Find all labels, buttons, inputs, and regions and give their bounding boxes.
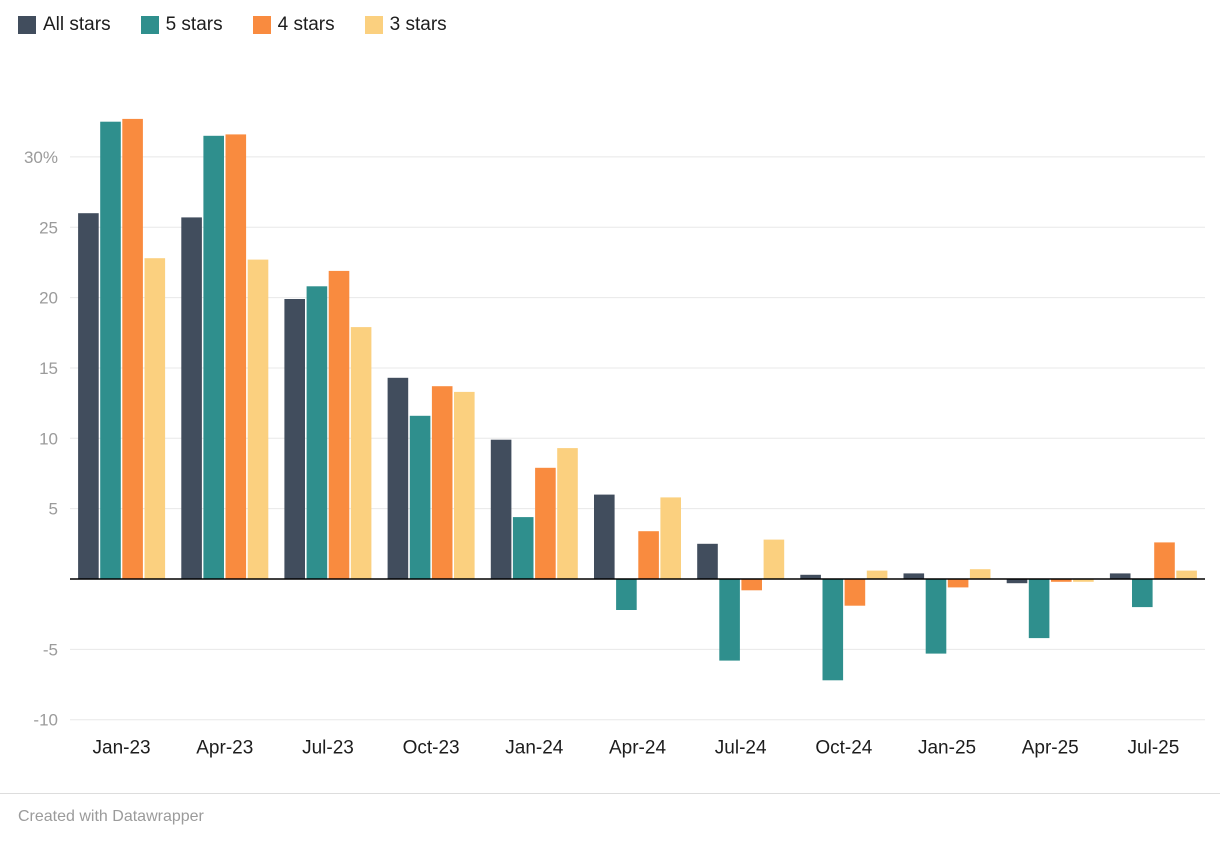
- legend-item-1: 5 stars: [140, 14, 223, 35]
- legend-swatch: [140, 15, 159, 34]
- y-axis-tick-label: 5: [49, 500, 58, 519]
- bar-5-stars-Jan-23: [100, 121, 121, 579]
- bar-3-stars-Jul-25: [1176, 570, 1197, 579]
- legend-item-3: 3 stars: [364, 14, 447, 35]
- legend-label: 3 stars: [389, 14, 447, 35]
- bar-3-stars-Jan-23: [144, 258, 166, 579]
- bar-3-stars-Apr-25: [1073, 579, 1094, 582]
- bar-5-stars-Jul-24: [719, 579, 740, 661]
- bar-3-stars-Jul-23: [350, 327, 372, 579]
- bar-3-stars-Jan-24: [557, 448, 578, 579]
- bar-5-stars-Apr-23: [203, 135, 224, 580]
- bar-3-stars-Jul-24: [763, 539, 785, 579]
- bar-all-stars-Jan-25: [903, 573, 925, 579]
- legend-swatch: [252, 15, 271, 34]
- bar-3-stars-Apr-24: [660, 497, 681, 579]
- x-axis-tick-label: Apr-23: [196, 738, 253, 759]
- chart-legend: All stars 5 stars 4 stars 3 stars: [18, 15, 447, 34]
- bar-all-stars-Oct-24: [800, 574, 821, 579]
- x-axis-tick-label: Apr-25: [1022, 738, 1079, 759]
- datawrapper-credit: Created with Datawrapper: [18, 808, 204, 825]
- bar-3-stars-Jan-25: [969, 569, 991, 579]
- bar-4-stars-Oct-24: [844, 579, 866, 606]
- y-axis-tick-label: 20: [39, 289, 58, 308]
- bar-4-stars-Jan-23: [122, 118, 143, 580]
- legend-swatch: [18, 15, 36, 34]
- bar-all-stars-Jul-25: [1109, 573, 1131, 579]
- bar-3-stars-Oct-24: [866, 570, 888, 579]
- bar-all-stars-Jan-24: [490, 439, 512, 579]
- legend-label: All stars: [43, 14, 111, 35]
- x-axis-tick-label: Jul-24: [715, 738, 767, 759]
- legend-swatch: [364, 15, 383, 34]
- bar-4-stars-Jul-25: [1154, 542, 1175, 579]
- bar-all-stars-Apr-25: [1006, 579, 1028, 584]
- y-axis-tick-label: -5: [43, 640, 58, 659]
- bar-4-stars-Jan-25: [947, 579, 969, 588]
- bar-5-stars-Oct-23: [409, 415, 431, 579]
- y-axis-tick-label: 15: [39, 359, 58, 378]
- x-axis-tick-label: Apr-24: [609, 738, 666, 759]
- bar-all-stars-Oct-23: [387, 377, 409, 579]
- bar-5-stars-Oct-24: [822, 579, 844, 681]
- x-axis-tick-label: Jan-24: [505, 738, 564, 759]
- bar-4-stars-Jul-23: [328, 270, 350, 579]
- bar-5-stars-Jan-25: [925, 579, 947, 654]
- bar-4-stars-Apr-25: [1051, 579, 1072, 582]
- bar-4-stars-Jul-24: [741, 579, 762, 591]
- bar-3-stars-Oct-23: [454, 391, 475, 579]
- legend-label: 5 stars: [165, 14, 223, 35]
- chart-footer: Created with Datawrapper: [0, 793, 1220, 844]
- x-axis-tick-label: Jan-23: [93, 738, 151, 759]
- bar-all-stars-Jan-23: [78, 213, 99, 579]
- bar-5-stars-Apr-24: [616, 579, 637, 610]
- y-axis-tick-label: 30%: [24, 148, 58, 167]
- y-axis-tick-label: -10: [33, 711, 58, 730]
- bar-4-stars-Jan-24: [535, 467, 556, 579]
- x-axis-tick-label: Oct-23: [403, 738, 460, 759]
- bar-all-stars-Apr-24: [594, 494, 615, 579]
- bar-4-stars-Oct-23: [431, 386, 453, 579]
- x-axis-tick-label: Jan-25: [918, 738, 976, 759]
- bar-5-stars-Jul-23: [306, 286, 328, 579]
- y-axis-tick-label: 10: [39, 429, 58, 448]
- bar-all-stars-Jul-24: [697, 543, 718, 579]
- bar-3-stars-Apr-23: [247, 259, 269, 579]
- bar-5-stars-Jul-25: [1132, 579, 1153, 608]
- bar-4-stars-Apr-23: [225, 134, 247, 579]
- legend-item-2: 4 stars: [252, 14, 335, 35]
- x-axis-tick-label: Jul-25: [1128, 738, 1180, 759]
- legend-label: 4 stars: [277, 14, 335, 35]
- bar-4-stars-Apr-24: [638, 531, 659, 579]
- x-axis-tick-label: Oct-24: [815, 738, 872, 759]
- bar-all-stars-Apr-23: [181, 217, 202, 579]
- legend-item-0: All stars: [18, 15, 111, 34]
- bar-all-stars-Jul-23: [284, 299, 305, 579]
- bar-5-stars-Jan-24: [512, 517, 534, 579]
- x-axis-tick-label: Jul-23: [302, 738, 354, 759]
- bar-5-stars-Apr-25: [1028, 579, 1050, 639]
- y-axis-tick-label: 25: [39, 218, 58, 237]
